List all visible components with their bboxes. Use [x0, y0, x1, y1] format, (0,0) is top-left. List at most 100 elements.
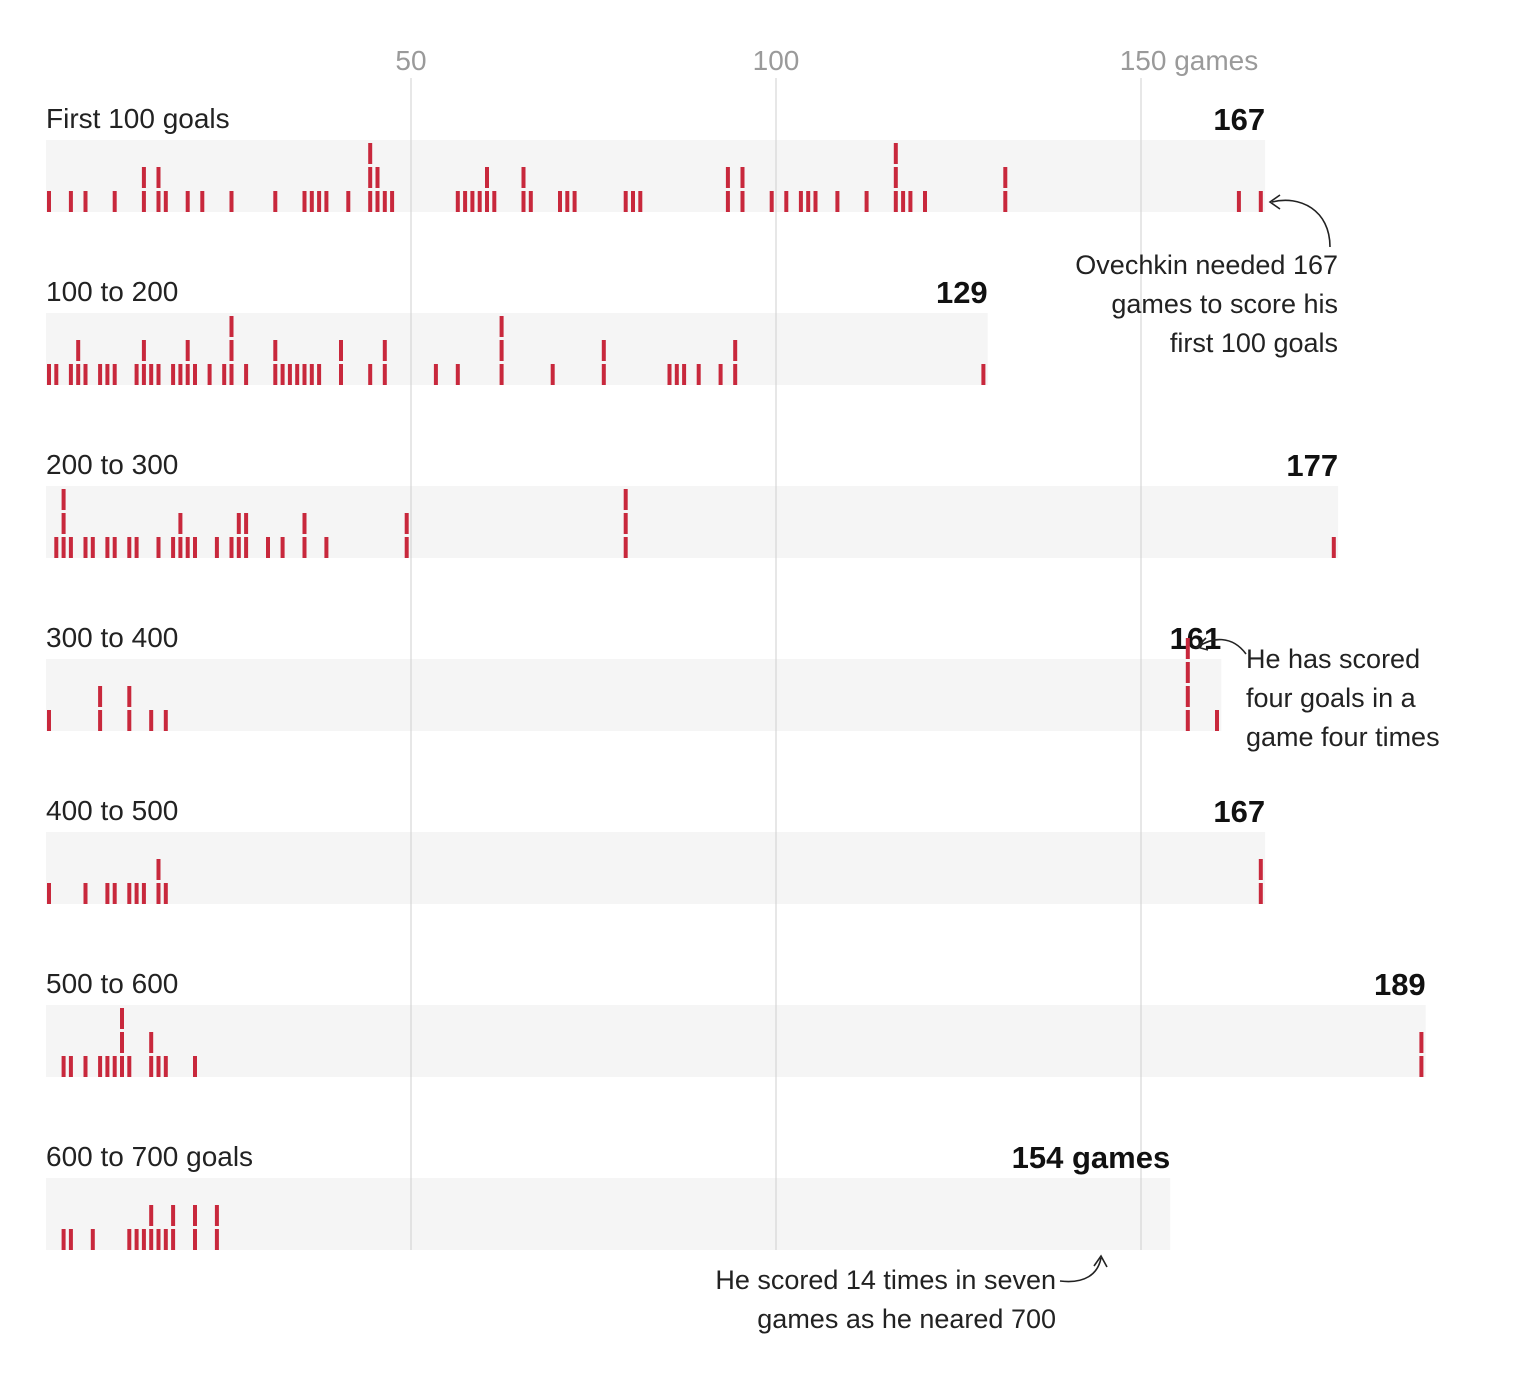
- goal-mark: [120, 1056, 124, 1077]
- goal-mark: [404, 537, 409, 558]
- goal-mark: [229, 537, 234, 558]
- goal-mark: [163, 1056, 168, 1077]
- goal-mark: [302, 364, 307, 385]
- goal-mark: [733, 364, 738, 385]
- goal-mark: [156, 364, 161, 385]
- goal-mark: [463, 191, 468, 212]
- goal-mark: [1185, 662, 1190, 683]
- annotation-text: games to score his: [1111, 289, 1338, 319]
- goal-mark: [368, 364, 373, 385]
- row-total: 177: [1286, 448, 1338, 483]
- goal-mark: [163, 883, 168, 904]
- goal-mark: [214, 537, 219, 558]
- goal-mark: [1215, 710, 1219, 731]
- goal-mark: [521, 191, 526, 212]
- goal-mark: [83, 883, 88, 904]
- annotation-text: He scored 14 times in seven: [715, 1265, 1056, 1295]
- goal-mark: [368, 191, 373, 212]
- goal-mark: [382, 364, 387, 385]
- goal-mark: [784, 191, 789, 212]
- goal-mark: [273, 364, 278, 385]
- goal-mark: [981, 364, 986, 385]
- goal-mark: [229, 340, 234, 361]
- goal-mark: [404, 513, 409, 534]
- goal-mark: [47, 710, 51, 731]
- goal-mark: [733, 340, 738, 361]
- goal-mark: [740, 167, 745, 188]
- goal-mark: [280, 364, 285, 385]
- goal-mark: [375, 167, 380, 188]
- row-total: 167: [1213, 794, 1265, 829]
- goal-mark: [382, 191, 387, 212]
- goal-mark: [1258, 859, 1263, 880]
- goal-mark: [375, 191, 380, 212]
- goal-mark: [682, 364, 687, 385]
- goal-mark: [120, 1008, 124, 1029]
- goal-mark: [61, 537, 66, 558]
- goal-mark: [718, 364, 723, 385]
- goal-mark: [127, 710, 132, 731]
- goal-mark: [244, 513, 249, 534]
- goal-mark: [171, 364, 176, 385]
- goal-mark: [149, 364, 154, 385]
- goal-mark: [90, 1229, 95, 1250]
- goal-mark: [324, 537, 329, 558]
- goal-mark: [280, 537, 285, 558]
- annotation-arrow: [1271, 199, 1331, 248]
- arrow-head: [1268, 194, 1281, 210]
- goal-mark: [601, 364, 606, 385]
- row-total: 154 games: [1012, 1140, 1171, 1175]
- goal-mark: [492, 191, 497, 212]
- goal-mark: [229, 364, 234, 385]
- goal-mark: [156, 883, 161, 904]
- goal-mark: [141, 883, 146, 904]
- goal-mark: [112, 537, 117, 558]
- goal-mark: [908, 191, 913, 212]
- goal-mark: [631, 191, 635, 212]
- goal-mark: [83, 191, 88, 212]
- goal-mark: [1331, 537, 1336, 558]
- goal-mark: [163, 191, 168, 212]
- goal-mark: [1419, 1032, 1424, 1053]
- goal-mark: [558, 191, 562, 212]
- row-total: 167: [1213, 102, 1265, 137]
- goal-mark: [178, 537, 183, 558]
- goal-mark: [105, 364, 110, 385]
- goal-mark: [68, 1229, 73, 1250]
- annotation-text: four goals in a: [1246, 683, 1417, 713]
- goal-mark: [295, 364, 300, 385]
- goal-mark: [178, 364, 183, 385]
- goal-mark: [149, 710, 154, 731]
- goal-mark: [499, 364, 504, 385]
- goal-mark: [149, 1229, 154, 1250]
- goal-mark: [696, 364, 701, 385]
- goal-mark: [455, 191, 460, 212]
- goal-mark: [171, 1205, 176, 1226]
- row-band: [46, 1178, 1171, 1250]
- goal-mark: [229, 316, 234, 337]
- goal-mark: [674, 364, 679, 385]
- goal-mark: [229, 191, 234, 212]
- goal-mark: [485, 167, 489, 188]
- goal-mark: [120, 1032, 124, 1053]
- goal-mark: [141, 1229, 146, 1250]
- annotation-text: first 100 goals: [1170, 328, 1338, 358]
- goal-mark: [1258, 883, 1263, 904]
- goal-mark: [302, 513, 307, 534]
- goal-mark: [47, 883, 51, 904]
- goal-mark: [667, 364, 672, 385]
- goal-mark: [923, 191, 927, 212]
- goal-mark: [901, 191, 906, 212]
- goal-mark: [127, 686, 132, 707]
- goal-mark: [141, 167, 146, 188]
- annotation-text: game four times: [1246, 722, 1440, 752]
- annotation-text: He has scored: [1246, 644, 1420, 674]
- goal-mark: [317, 364, 322, 385]
- goal-mark: [244, 364, 249, 385]
- goal-mark: [98, 686, 103, 707]
- goal-mark: [1003, 167, 1008, 188]
- row-total: 161: [1170, 621, 1222, 656]
- goal-mark: [324, 191, 329, 212]
- goal-mark: [565, 191, 570, 212]
- goal-mark: [302, 537, 307, 558]
